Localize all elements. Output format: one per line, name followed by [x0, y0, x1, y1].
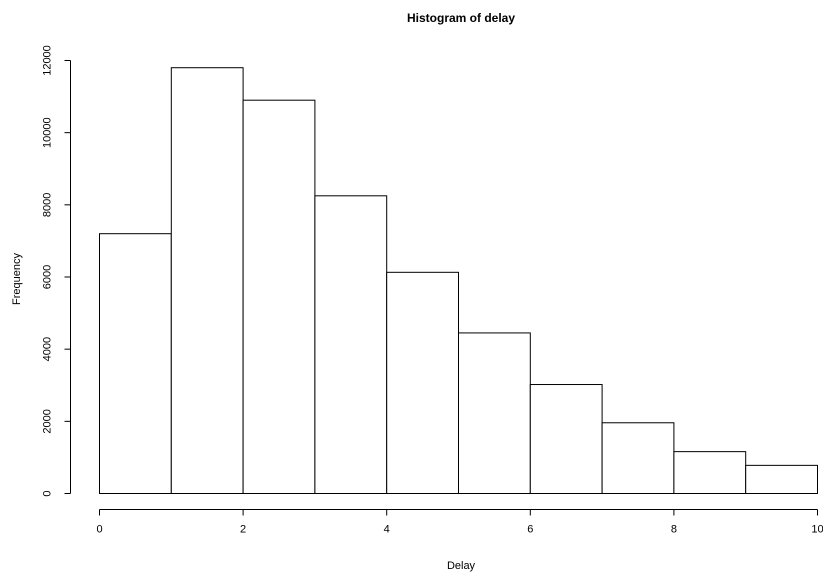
x-axis: 0 2 4 6 8 10 — [96, 509, 823, 536]
histogram-bar-4 — [386, 271, 460, 494]
histogram-bar-5 — [458, 332, 531, 494]
histogram-bar-0 — [99, 233, 172, 494]
histogram-bar-6 — [529, 384, 603, 494]
histogram-bar-8 — [673, 451, 747, 495]
y-axis-label: Frequency — [11, 253, 23, 305]
histogram-bar-7 — [601, 422, 675, 495]
histogram-bar-9 — [745, 464, 819, 495]
y-tick-label-1: 2000 — [42, 409, 54, 433]
histogram-bar-3 — [314, 195, 388, 494]
x-tick-label-5: 10 — [811, 524, 823, 536]
y-tick-label-5: 10000 — [42, 117, 54, 148]
x-axis-label: Delay — [447, 560, 476, 572]
x-tick-label-3: 6 — [527, 524, 533, 536]
y-axis: 0 2000 4000 6000 8000 10000 12000 — [42, 45, 71, 497]
histogram-bar-2 — [242, 99, 316, 494]
y-tick-label-6: 12000 — [42, 45, 54, 76]
y-tick-label-0: 0 — [42, 490, 54, 496]
histogram-bars — [99, 67, 819, 495]
y-tick-label-3: 6000 — [42, 265, 54, 289]
x-tick-label-0: 0 — [96, 524, 102, 536]
chart-title: Histogram of delay — [407, 11, 515, 25]
x-tick-label-2: 4 — [384, 524, 390, 536]
x-tick-label-1: 2 — [240, 524, 246, 536]
x-tick-label-4: 8 — [671, 524, 677, 536]
y-tick-label-2: 4000 — [42, 337, 54, 361]
y-tick-label-4: 8000 — [42, 193, 54, 217]
histogram-bar-1 — [170, 67, 244, 494]
